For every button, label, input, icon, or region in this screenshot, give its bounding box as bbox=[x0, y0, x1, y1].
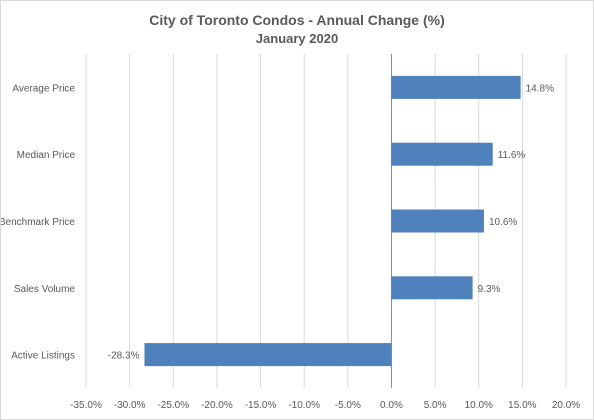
x-tick-label: -35.0% bbox=[70, 400, 102, 411]
x-tick-label: 0.0% bbox=[380, 400, 403, 411]
x-tick-label: 5.0% bbox=[424, 400, 447, 411]
data-label: 11.6% bbox=[498, 150, 526, 161]
category-label: Active Listings bbox=[11, 351, 75, 362]
data-label: 9.3% bbox=[478, 284, 501, 295]
bar bbox=[391, 209, 484, 233]
bar bbox=[391, 142, 493, 166]
x-tick-label: -20.0% bbox=[201, 400, 233, 411]
bars bbox=[144, 75, 521, 367]
category-label: Median Price bbox=[17, 150, 76, 161]
bar bbox=[144, 343, 392, 367]
data-label: -28.3% bbox=[108, 351, 140, 362]
x-tick-label: 15.0% bbox=[508, 400, 536, 411]
chart-subtitle: January 2020 bbox=[256, 31, 338, 46]
x-tick-label: 10.0% bbox=[465, 400, 493, 411]
data-label: 14.8% bbox=[526, 83, 554, 94]
category-label: Average Price bbox=[12, 83, 75, 94]
x-tick-label: -15.0% bbox=[245, 400, 277, 411]
x-tick-label: -5.0% bbox=[335, 400, 361, 411]
data-label: 10.6% bbox=[489, 217, 517, 228]
x-tick-label: -25.0% bbox=[157, 400, 189, 411]
x-tick-label: 20.0% bbox=[552, 400, 580, 411]
labels: -35.0% -30.0% -25.0% -20.0% -15.0% -10.0% -5.0… bbox=[1, 83, 580, 411]
bar bbox=[391, 276, 473, 300]
x-tick-label: -10.0% bbox=[288, 400, 320, 411]
chart-title: City of Toronto Condos - Annual Change (… bbox=[149, 12, 445, 28]
x-tick-label: -30.0% bbox=[114, 400, 146, 411]
category-label: Sales Volume bbox=[14, 284, 76, 295]
bar bbox=[391, 75, 521, 99]
category-label: Benchmark Price bbox=[1, 217, 75, 228]
